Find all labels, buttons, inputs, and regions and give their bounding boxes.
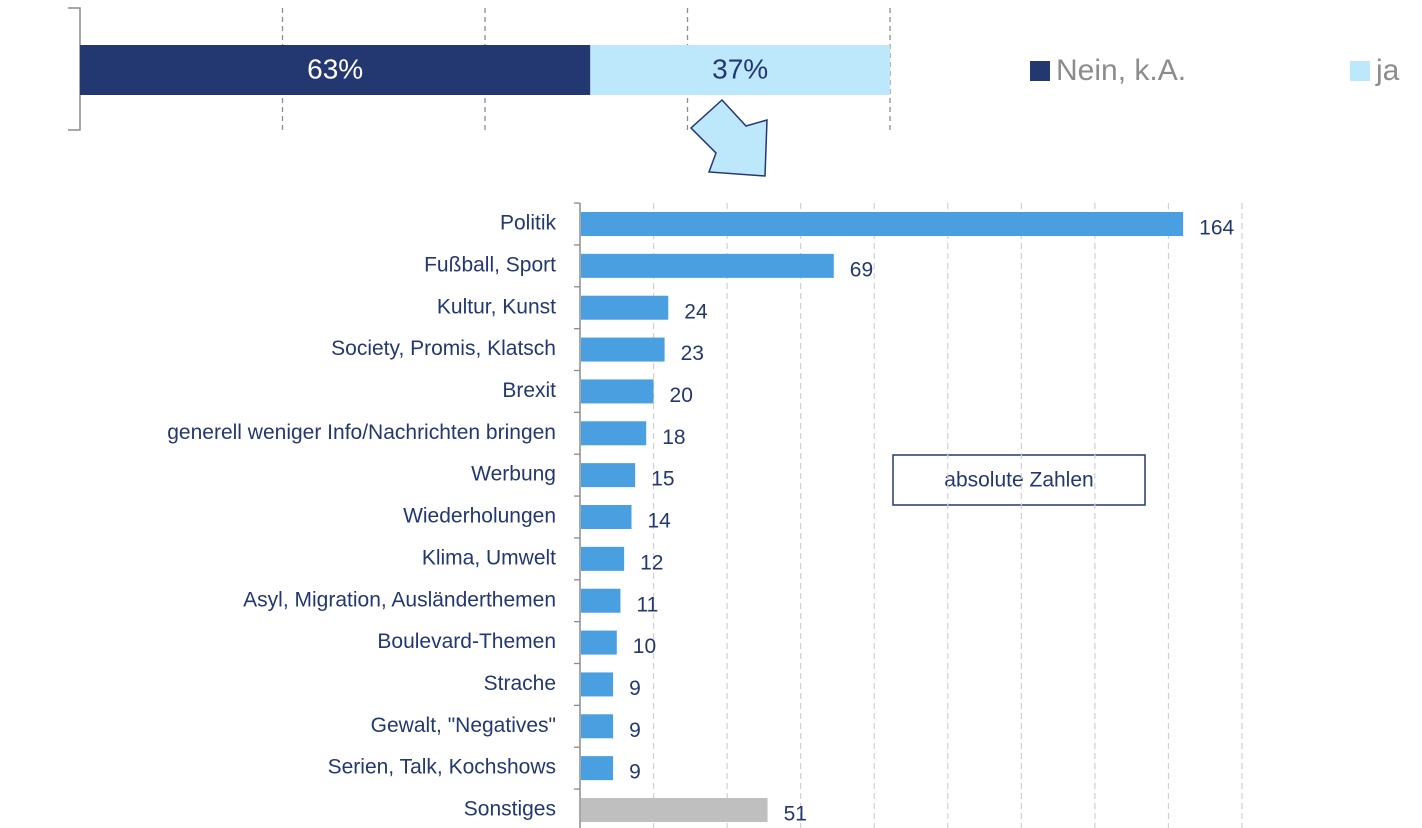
data-label: 51 — [784, 803, 807, 826]
data-label: 9 — [629, 761, 641, 784]
bar — [581, 546, 625, 571]
bar — [581, 798, 768, 822]
category-label: Asyl, Migration, Ausländerthemen — [243, 588, 556, 611]
bar — [581, 588, 621, 613]
axis-bracket — [68, 7, 81, 131]
category-label: Society, Promis, Klatsch — [331, 337, 556, 360]
category-label: Boulevard-Themen — [377, 630, 556, 653]
data-label: 9 — [629, 719, 641, 742]
bar-segment — [80, 45, 591, 95]
legend-swatch — [1350, 61, 1370, 81]
legend-label: Nein, k.A. — [1056, 54, 1186, 87]
category-label: Kultur, Kunst — [437, 295, 556, 318]
annotation-box — [892, 454, 1146, 506]
data-label: 9 — [629, 677, 641, 700]
data-label: 164 — [1199, 217, 1234, 240]
data-label: 69 — [850, 258, 873, 281]
data-label: 20 — [670, 384, 693, 407]
bar — [581, 714, 614, 739]
category-label: Serien, Talk, Kochshows — [328, 756, 556, 779]
category-label: Politik — [500, 212, 557, 235]
category-label: Gewalt, "Negatives" — [371, 714, 556, 737]
data-label: 15 — [651, 468, 674, 491]
bar — [581, 212, 1184, 236]
data-label: 63% — [307, 53, 363, 84]
category-label: Klima, Umwelt — [422, 546, 556, 569]
category-label: Werbung — [471, 463, 556, 486]
data-label: 12 — [640, 551, 663, 574]
bar — [581, 505, 632, 529]
bar — [581, 756, 614, 781]
data-label: 10 — [633, 635, 656, 658]
annotation: absolute Zahlen — [944, 469, 1093, 492]
category-label: Brexit — [502, 379, 556, 402]
category-label: Sonstiges — [464, 798, 556, 821]
bar — [581, 337, 665, 362]
data-label: 24 — [684, 300, 708, 323]
arrow — [689, 98, 768, 177]
data-label: 14 — [647, 510, 671, 533]
category-label: generell weniger Info/Nachrichten bringe… — [167, 421, 556, 444]
bar — [581, 463, 636, 488]
bar — [581, 630, 617, 655]
bar — [581, 295, 669, 320]
bar — [581, 672, 614, 697]
category-label: Strache — [484, 672, 556, 695]
category-label: Fußball, Sport — [424, 253, 556, 276]
category-label: Wiederholungen — [403, 505, 556, 528]
legend-label: ja — [1375, 54, 1400, 87]
data-label: 37% — [712, 53, 768, 84]
legend-swatch — [1030, 61, 1050, 81]
bar — [581, 379, 654, 404]
data-label: 11 — [636, 593, 658, 616]
bar-segment — [590, 45, 890, 95]
data-label: 23 — [681, 342, 704, 365]
data-label: 18 — [662, 426, 685, 449]
bar — [581, 253, 834, 278]
bar — [581, 421, 647, 446]
